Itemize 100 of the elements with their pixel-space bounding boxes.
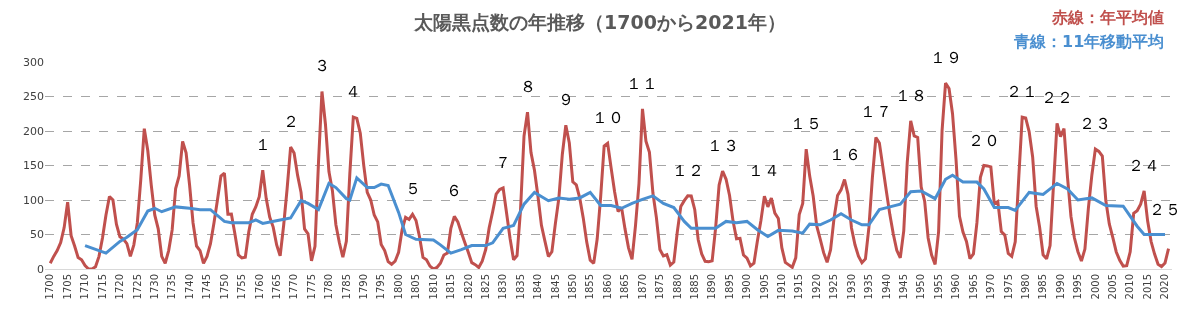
x-tick-label: 1995 (1072, 274, 1084, 300)
x-tick-label: 1925 (828, 274, 840, 300)
x-tick-label: 1745 (201, 274, 213, 300)
x-tick-label: 1860 (601, 274, 613, 300)
x-tick-label: 1825 (479, 274, 491, 300)
x-tick-label: 1735 (166, 274, 178, 300)
y-tick-label: 150 (23, 159, 44, 173)
x-tick-label: 2005 (1107, 274, 1119, 300)
x-tick-label: 1750 (218, 274, 230, 300)
annotation: ２０ (968, 131, 1000, 150)
annotation: ９ (558, 90, 574, 109)
x-tick-label: 1785 (340, 274, 352, 300)
x-tick-label: 1810 (427, 274, 439, 300)
x-tick-label: 1885 (688, 274, 700, 300)
text: 青線：11年移動平均 (1013, 32, 1165, 51)
x-tick-label: 1975 (1002, 274, 1014, 300)
x-tick-label: 1905 (758, 274, 770, 300)
annotation: ２１ (1006, 82, 1038, 101)
annotation: ２ (283, 112, 299, 131)
x-tick-label: 1805 (410, 274, 422, 300)
text: 赤線：年平均値 (1051, 8, 1164, 27)
y-tick-label: 100 (23, 193, 44, 207)
x-tick-label: 1870 (636, 274, 648, 300)
y-tick-label: 250 (23, 90, 44, 104)
x-tick-label: 1960 (950, 274, 962, 300)
annotation: １８ (895, 86, 927, 105)
x-tick-label: 2010 (1124, 274, 1136, 300)
x-tick-label: 1795 (375, 274, 387, 300)
annotation: １９ (930, 48, 962, 67)
x-tick-label: 1920 (810, 274, 822, 300)
x-tick-label: 2020 (1159, 274, 1171, 300)
annotation: １１ (626, 74, 658, 93)
annotation: ２２ (1041, 88, 1073, 107)
x-tick-label: 1820 (462, 274, 474, 300)
x-tick-label: 1965 (967, 274, 979, 300)
annotation: １０ (592, 108, 624, 127)
x-tick-label: 1855 (584, 274, 596, 300)
x-tick-label: 1865 (619, 274, 631, 300)
x-tick-label: 1940 (880, 274, 892, 300)
annotation: ８ (520, 77, 536, 96)
x-tick-label: 1880 (671, 274, 683, 300)
annotation: １６ (829, 145, 861, 164)
annotation: ６ (446, 181, 462, 200)
annotation: １４ (748, 161, 780, 180)
x-tick-label: 1835 (514, 274, 526, 300)
x-tick-label: 1710 (79, 274, 91, 300)
x-tick-label: 1760 (253, 274, 265, 300)
x-tick-label: 1845 (549, 274, 561, 300)
y-tick-label: 0 (37, 262, 44, 276)
x-tick-label: 1780 (323, 274, 335, 300)
x-tick-label: 1915 (793, 274, 805, 300)
annotation: １２ (672, 161, 704, 180)
annotation: ７ (495, 153, 511, 172)
annotation: １ (255, 135, 271, 154)
x-tick-label: 1970 (985, 274, 997, 300)
chart-title: 太陽黒点数の年推移（1700から2021年） (413, 10, 786, 33)
x-tick-label: 1850 (567, 274, 579, 300)
x-tick-label: 1800 (392, 274, 404, 300)
y-tick-label: 200 (23, 124, 44, 138)
x-tick-label: 1875 (654, 274, 666, 300)
x-tick-label: 1720 (114, 274, 126, 300)
x-tick-label: 1755 (236, 274, 248, 300)
x-tick-label: 1770 (288, 274, 300, 300)
x-tick-label: 1705 (61, 274, 73, 300)
x-tick-label: 1730 (148, 274, 160, 300)
y-tick-label: 300 (23, 55, 44, 69)
annotation: ３ (314, 56, 330, 75)
annotation: ２３ (1079, 114, 1111, 133)
x-tick-label: 1740 (183, 274, 195, 300)
y-tick-label: 50 (30, 228, 44, 242)
x-tick-label: 1985 (1037, 274, 1049, 300)
annotation: １５ (790, 114, 822, 133)
x-tick-label: 1715 (96, 274, 108, 300)
annotation: １７ (860, 102, 892, 121)
x-tick-label: 1815 (445, 274, 457, 300)
annotation: ２５ (1149, 200, 1181, 219)
x-tick-label: 1910 (776, 274, 788, 300)
x-tick-label: 1900 (741, 274, 753, 300)
x-tick-label: 1955 (932, 274, 944, 300)
x-tick-label: 1895 (723, 274, 735, 300)
x-tick-label: 1935 (863, 274, 875, 300)
x-tick-label: 1790 (358, 274, 370, 300)
x-tick-label: 1775 (305, 274, 317, 300)
x-tick-label: 1950 (915, 274, 927, 300)
x-tick-label: 1725 (131, 274, 143, 300)
x-tick-label: 1700 (44, 274, 56, 300)
annotation: ２４ (1128, 156, 1160, 175)
x-tick-label: 2000 (1089, 274, 1101, 300)
x-tick-label: 1930 (845, 274, 857, 300)
x-tick-label: 1765 (270, 274, 282, 300)
x-tick-label: 1890 (706, 274, 718, 300)
annotation: １３ (707, 136, 739, 155)
x-tick-label: 1945 (898, 274, 909, 300)
annotation: ５ (405, 179, 421, 198)
x-tick-label: 1980 (1019, 274, 1031, 300)
x-tick-label: 1830 (497, 274, 509, 300)
x-tick-label: 2015 (1141, 274, 1153, 300)
x-tick-label: 1840 (532, 274, 544, 300)
x-tick-label: 1990 (1054, 274, 1066, 300)
annotation: ４ (345, 82, 361, 101)
